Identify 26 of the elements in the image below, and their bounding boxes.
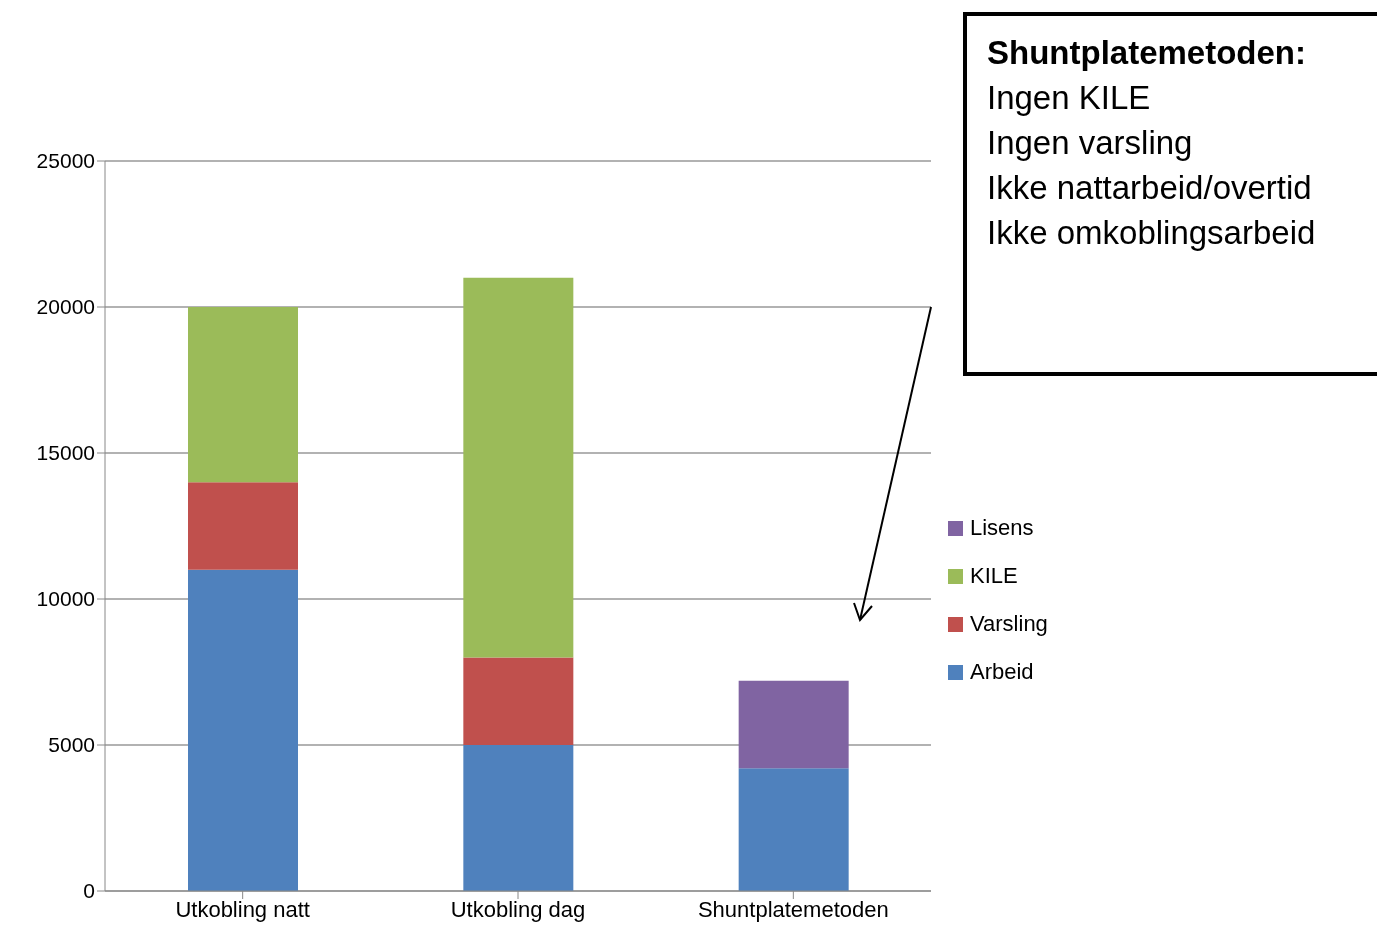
x-tick-label: Utkobling natt <box>175 896 310 922</box>
bar <box>738 680 849 769</box>
y-tick-label: 20000 <box>36 295 95 319</box>
x-tick-label: Shuntplatemetoden <box>697 896 889 922</box>
bar <box>463 657 574 745</box>
bar <box>463 277 574 658</box>
text: Shuntplatemetoden: <box>987 33 1307 73</box>
text: Ikke omkoblingsarbeid <box>987 213 1317 253</box>
legend-label: Arbeid <box>970 659 1034 685</box>
bar <box>188 569 298 891</box>
bar <box>738 768 849 891</box>
x-tick-label: Utkobling dag <box>450 896 586 922</box>
legend-label: Lisens <box>970 515 1034 541</box>
y-tick-label: 10000 <box>36 587 95 611</box>
bar <box>188 482 298 570</box>
bar <box>188 307 298 483</box>
text: Ikke nattarbeid/overtid <box>987 168 1313 208</box>
bar <box>463 745 574 891</box>
y-tick-label: 0 <box>83 879 95 903</box>
text: Ingen KILE <box>987 78 1152 118</box>
legend-label: Varsling <box>970 611 1048 637</box>
y-tick-label: 5000 <box>48 733 95 757</box>
legend-label: KILE <box>970 563 1018 589</box>
text: Ingen varsling <box>987 123 1194 163</box>
y-tick-label: 25000 <box>36 149 95 173</box>
y-tick-label: 15000 <box>36 441 95 465</box>
